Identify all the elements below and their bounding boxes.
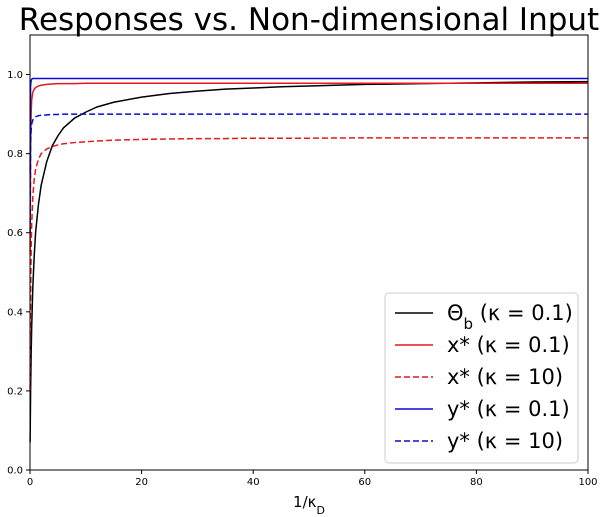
legend-label: y* (κ = 10)	[447, 429, 563, 453]
x-tick-label: 20	[135, 477, 148, 488]
series-line-1	[29, 82, 588, 253]
y-tick-label: 1.0	[7, 70, 23, 81]
y-axis: 0.0 0.2 0.4 0.6 0.8 1.0	[7, 70, 30, 477]
chart-title: Responses vs. Non-dimensional Input	[19, 2, 599, 38]
x-tick-label: 60	[358, 477, 371, 488]
series-line-4	[29, 113, 588, 233]
plot-lines	[29, 77, 589, 443]
x-tick-label: 40	[247, 477, 260, 488]
x-tick-label: 0	[27, 477, 33, 488]
series-line-2	[29, 137, 588, 391]
x-axis-label: 1/κD	[293, 493, 325, 517]
x-axis: 0 20 40 60 80 100	[27, 470, 598, 488]
x-tick-label: 100	[578, 477, 597, 488]
x-tick-label: 80	[470, 477, 483, 488]
legend: Θb (κ = 0.1)x* (κ = 0.1)x* (κ = 10)y* (κ…	[384, 292, 579, 464]
y-tick-label: 0.2	[7, 386, 23, 397]
legend-label: x* (κ = 10)	[447, 365, 563, 389]
y-tick-label: 0.4	[7, 307, 23, 318]
legend-label: y* (κ = 0.1)	[447, 397, 570, 421]
y-tick-label: 0.0	[7, 466, 23, 477]
legend-label: x* (κ = 0.1)	[447, 333, 570, 357]
y-tick-label: 0.6	[7, 228, 23, 239]
series-line-3	[29, 77, 588, 174]
plot-frame	[29, 34, 589, 471]
legend-box	[384, 292, 579, 464]
y-tick-label: 0.8	[7, 149, 23, 160]
series-line-0	[29, 80, 589, 443]
